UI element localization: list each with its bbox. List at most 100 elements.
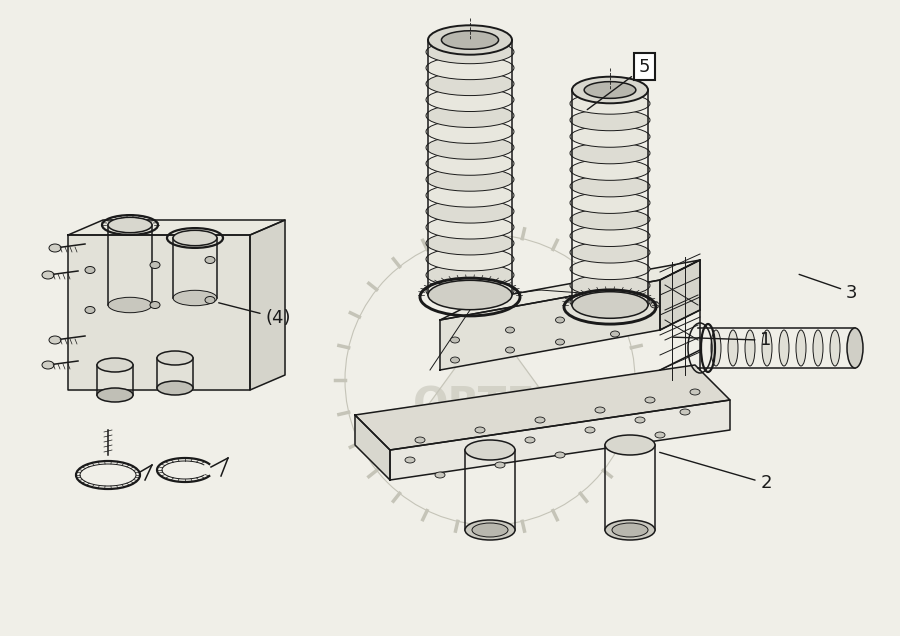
Ellipse shape [465,447,475,453]
Ellipse shape [572,77,648,103]
Ellipse shape [426,88,514,111]
Ellipse shape [97,358,133,372]
Polygon shape [68,220,285,235]
Ellipse shape [475,427,485,433]
Ellipse shape [690,389,700,395]
Ellipse shape [813,330,823,366]
Polygon shape [68,235,250,390]
Ellipse shape [830,330,840,366]
Text: 3: 3 [799,274,858,301]
Ellipse shape [157,381,193,395]
Ellipse shape [645,397,655,403]
Ellipse shape [426,104,514,127]
Ellipse shape [584,81,635,99]
Ellipse shape [570,126,650,148]
Ellipse shape [173,230,217,245]
Ellipse shape [426,232,514,255]
Polygon shape [660,260,700,330]
Text: ORTEX: ORTEX [412,384,567,426]
Ellipse shape [572,292,648,318]
Ellipse shape [711,330,721,366]
Ellipse shape [570,225,650,247]
Ellipse shape [506,347,515,353]
Ellipse shape [428,25,512,55]
Ellipse shape [570,258,650,280]
Ellipse shape [570,93,650,114]
Ellipse shape [555,317,564,323]
Ellipse shape [97,388,133,402]
Ellipse shape [465,520,515,540]
Ellipse shape [525,437,535,443]
Ellipse shape [42,361,54,369]
Ellipse shape [651,302,660,308]
Ellipse shape [150,261,160,268]
Ellipse shape [745,330,755,366]
Ellipse shape [570,142,650,164]
Ellipse shape [426,168,514,191]
Polygon shape [250,220,285,390]
Ellipse shape [426,184,514,207]
Polygon shape [355,365,730,450]
Ellipse shape [535,417,545,423]
Ellipse shape [506,327,515,333]
Ellipse shape [610,309,619,315]
Ellipse shape [451,357,460,363]
Ellipse shape [570,192,650,214]
Ellipse shape [655,432,665,438]
Ellipse shape [612,523,648,537]
Ellipse shape [728,330,738,366]
Ellipse shape [426,200,514,223]
Ellipse shape [173,290,217,306]
Ellipse shape [847,328,863,368]
Ellipse shape [426,279,514,303]
Ellipse shape [85,266,95,273]
Ellipse shape [49,244,61,252]
Ellipse shape [42,271,54,279]
Ellipse shape [595,407,605,413]
Ellipse shape [426,216,514,239]
Text: 2: 2 [660,452,772,492]
Ellipse shape [762,330,772,366]
Ellipse shape [610,442,620,448]
Ellipse shape [555,339,564,345]
Polygon shape [410,320,570,430]
Ellipse shape [415,437,425,443]
Ellipse shape [570,291,650,313]
Ellipse shape [205,296,215,303]
Ellipse shape [205,256,215,263]
Ellipse shape [426,56,514,80]
Ellipse shape [49,336,61,344]
Ellipse shape [635,417,645,423]
Ellipse shape [108,218,152,233]
Ellipse shape [428,280,512,310]
Text: 5: 5 [587,58,651,109]
Text: 1: 1 [673,331,772,349]
Polygon shape [390,400,730,480]
Ellipse shape [426,263,514,287]
Ellipse shape [426,247,514,271]
Polygon shape [440,280,660,370]
Ellipse shape [451,337,460,343]
Ellipse shape [605,520,655,540]
Ellipse shape [779,330,789,366]
Ellipse shape [570,159,650,181]
Ellipse shape [426,136,514,160]
Ellipse shape [426,40,514,64]
Ellipse shape [605,435,655,455]
Ellipse shape [495,462,505,468]
Ellipse shape [465,440,515,460]
Ellipse shape [441,31,499,49]
Ellipse shape [570,109,650,131]
Ellipse shape [555,452,565,458]
Ellipse shape [610,331,619,337]
Ellipse shape [585,427,595,433]
Text: (4): (4) [219,303,291,327]
Ellipse shape [680,409,690,415]
Ellipse shape [426,72,514,95]
Ellipse shape [435,472,445,478]
Ellipse shape [150,301,160,308]
Ellipse shape [472,523,508,537]
Ellipse shape [570,209,650,230]
Ellipse shape [426,152,514,176]
Ellipse shape [796,330,806,366]
